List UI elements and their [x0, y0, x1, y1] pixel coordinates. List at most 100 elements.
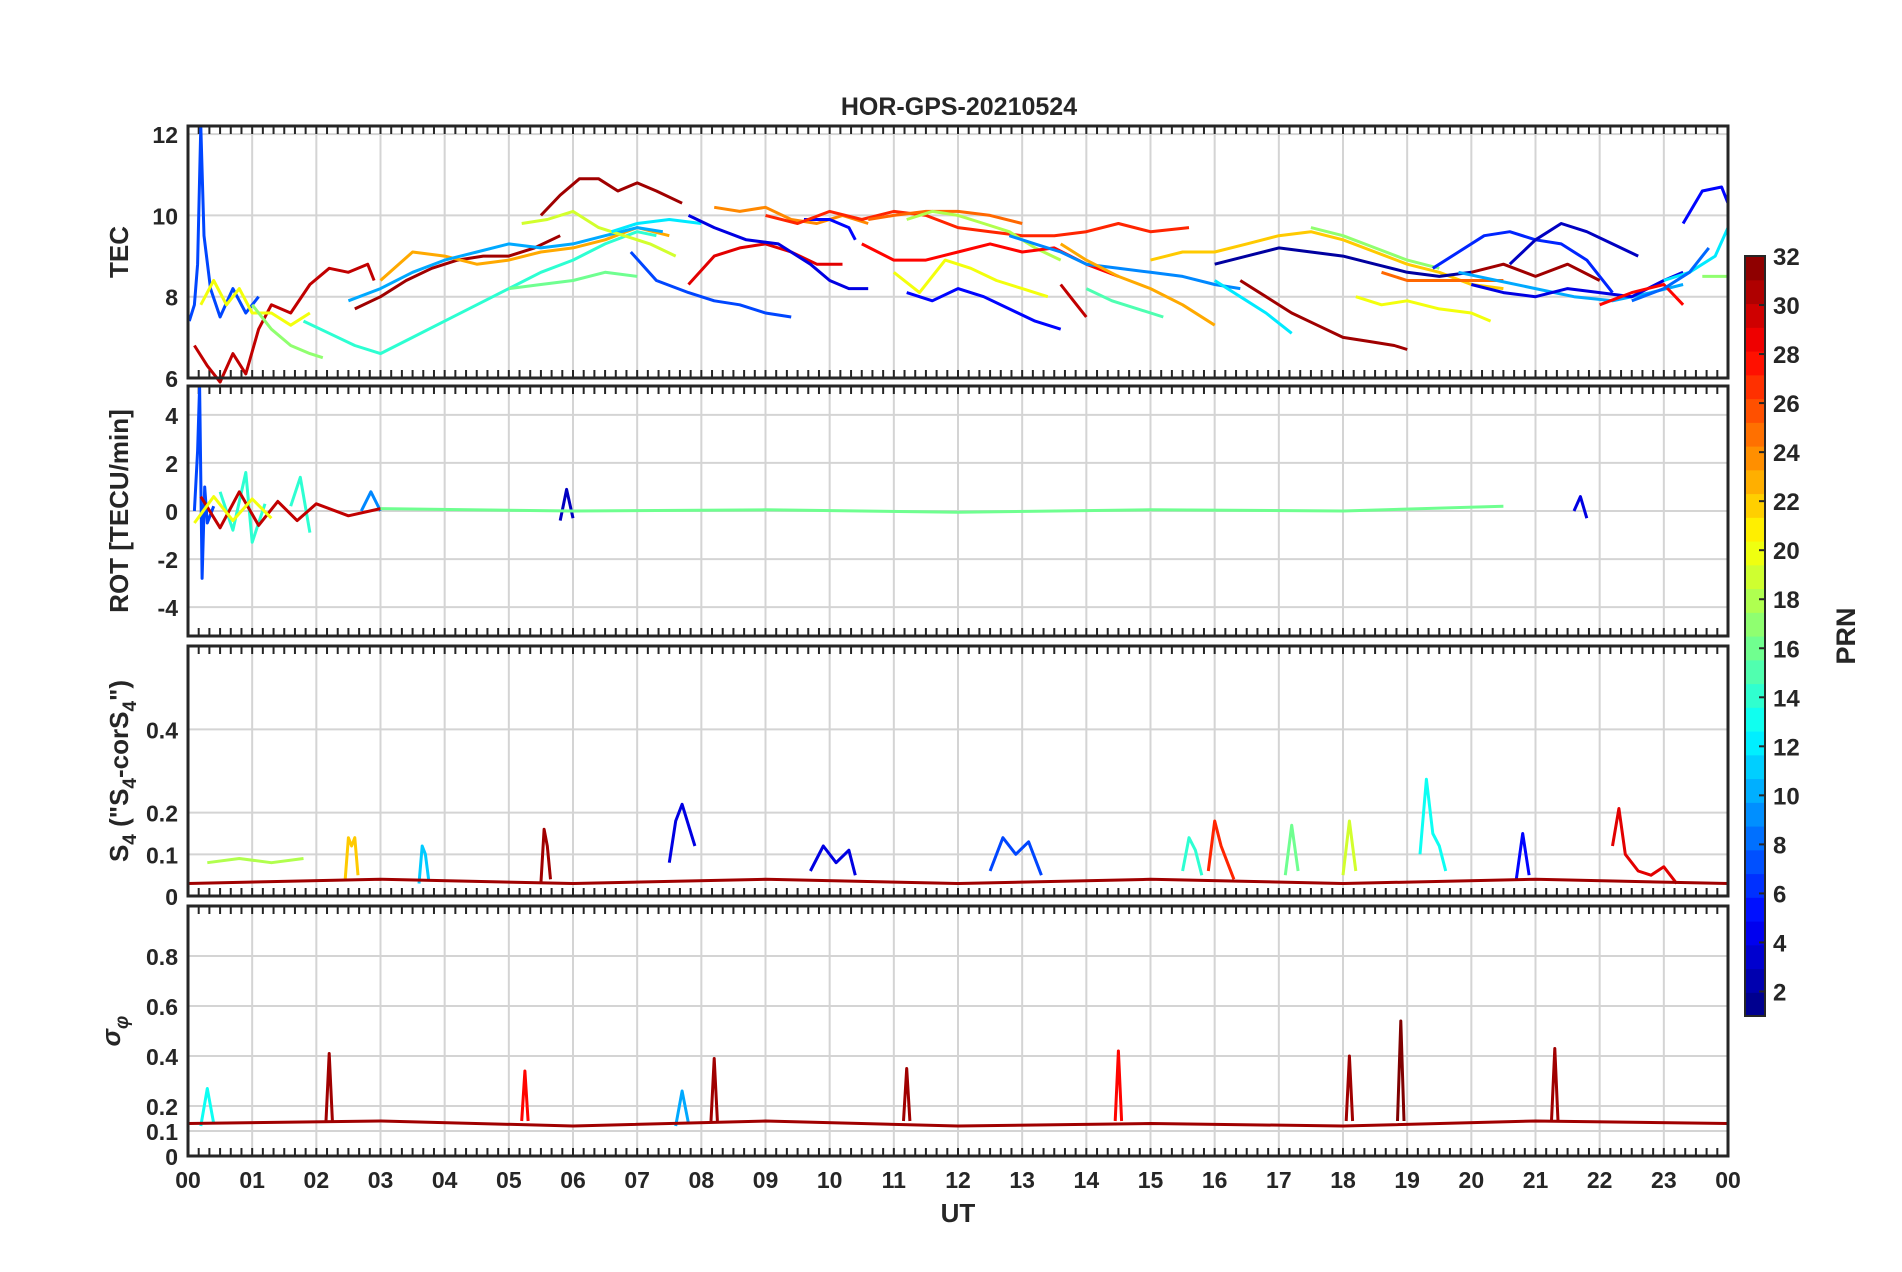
colorbar-tick-label: 28 — [1773, 342, 1800, 369]
y-tick-label: -2 — [158, 547, 178, 573]
series-line-prn-17 — [251, 303, 324, 360]
x-tick-label: 11 — [882, 1167, 907, 1193]
series-line-prn-28 — [520, 1069, 530, 1122]
series-group-rot — [192, 384, 1589, 580]
series-line-prn-23 — [1059, 242, 1216, 327]
x-tick-label: 20 — [1459, 1167, 1485, 1193]
y-axis-label-part: 4 — [120, 778, 141, 789]
y-tick-label: -4 — [158, 595, 179, 621]
series-line-prn-31 — [709, 1057, 719, 1122]
x-tick-label: 04 — [432, 1167, 458, 1193]
series-line-prn-31 — [1470, 262, 1601, 282]
y-axis-label-part: φ — [112, 1016, 133, 1029]
series-line-prn-31 — [1344, 1054, 1355, 1122]
colorbar-tick-label: 6 — [1773, 881, 1786, 908]
colorbar-segment — [1745, 636, 1765, 661]
x-tick-label: 03 — [368, 1167, 394, 1193]
series-line-prn-25 — [1381, 270, 1504, 282]
series-line-prn-16 — [380, 504, 1504, 514]
colorbar-segment — [1745, 659, 1765, 685]
series-line-prn-4 — [809, 844, 857, 876]
series-line-prn-14 — [302, 230, 657, 356]
x-tick-label: 22 — [1587, 1167, 1613, 1193]
x-tick-label: 07 — [624, 1167, 650, 1193]
colorbar-segment — [1745, 517, 1765, 542]
series-line-prn-11 — [417, 844, 431, 884]
colorbar-segment — [1745, 351, 1765, 376]
series-line-prn-7 — [629, 250, 792, 319]
colorbar-segment — [1745, 612, 1765, 637]
series-line-prn-29 — [1611, 807, 1678, 885]
series-line-prn-7 — [187, 124, 260, 322]
colorbar-segment — [1745, 256, 1765, 281]
y-tick-label: 12 — [152, 122, 178, 148]
series-line-prn-22 — [343, 836, 360, 880]
series-line-prn-7 — [988, 836, 1043, 876]
series-line-prn-31 — [187, 1119, 1729, 1128]
series-line-prn-2 — [1214, 246, 1472, 278]
series-line-prn-20 — [193, 495, 273, 524]
series-line-prn-13 — [1418, 777, 1448, 872]
series-group-tec — [187, 124, 1730, 384]
series-line-prn-28 — [1599, 283, 1685, 307]
series-line-prn-12 — [611, 218, 702, 234]
series-line-prn-19 — [521, 209, 677, 258]
series-line-prn-5 — [1681, 185, 1730, 225]
y-tick-label: 0.4 — [146, 717, 178, 743]
y-tick-label: 0.1 — [146, 1119, 178, 1145]
y-axis-label: S4 ("S4-corS4") — [104, 680, 141, 862]
panel-frame — [186, 124, 1730, 380]
series-line-prn-3 — [1508, 222, 1639, 266]
colorbar-segment — [1745, 469, 1765, 495]
colorbar-segment — [1745, 446, 1765, 471]
colorbar-tick-label: 16 — [1773, 636, 1800, 663]
series-line-prn-31 — [1239, 279, 1408, 351]
x-tick-label: 19 — [1394, 1167, 1420, 1193]
x-axis: 00 01 02 03 04 05 06 07 08 09 10 11 12 13 14 15 16 17 18 19… — [175, 1167, 1741, 1228]
colorbar-segment — [1745, 826, 1765, 851]
x-tick-label: 00 — [1715, 1167, 1741, 1193]
y-axis-label-part: σ — [96, 1027, 126, 1046]
y-tick-label: 0.8 — [146, 944, 178, 970]
x-tick-label: 10 — [817, 1167, 843, 1193]
colorbar-segment — [1745, 493, 1765, 518]
colorbar-segment — [1745, 327, 1765, 352]
series-line-prn-4 — [1572, 495, 1589, 519]
y-axis-label-part: ") — [104, 680, 134, 701]
series-line-prn-31 — [187, 877, 1729, 885]
x-tick-label: 09 — [753, 1167, 779, 1193]
series-line-prn-7 — [192, 384, 216, 580]
x-tick-label: 01 — [239, 1167, 265, 1193]
panel-sigma: 00.10.2 0.4 0.6 0.8 σφ — [96, 904, 1730, 1170]
series-line-prn-17 — [1310, 226, 1440, 270]
series-line-prn-10 — [674, 1089, 690, 1127]
series-line-prn-28 — [1113, 1049, 1124, 1122]
series-line-prn-27 — [765, 209, 1190, 238]
y-tick-label: 4 — [165, 403, 178, 429]
series-line-prn-9 — [359, 490, 382, 512]
series-line-prn-9 — [1008, 234, 1241, 291]
colorbar-tick-label: 8 — [1773, 832, 1786, 859]
colorbar-segment — [1745, 731, 1765, 756]
series-line-prn-5 — [804, 218, 857, 241]
colorbar-segment — [1745, 422, 1765, 447]
colorbar-segment — [1745, 303, 1765, 328]
y-tick-label: 0 — [165, 884, 178, 910]
series-line-prn-4 — [667, 802, 697, 863]
y-tick-label: 0.2 — [146, 1094, 178, 1120]
y-tick-label: 0 — [165, 1144, 178, 1170]
x-tick-label: 13 — [1009, 1167, 1035, 1193]
colorbar-tick-label: 22 — [1773, 489, 1800, 516]
series-line-prn-31 — [1550, 1047, 1560, 1122]
colorbar-segment — [1745, 588, 1765, 613]
series-line-prn-12 — [1663, 226, 1730, 282]
x-tick-label: 16 — [1202, 1167, 1228, 1193]
colorbar-tick-label: 2 — [1773, 979, 1786, 1006]
series-line-prn-27 — [1206, 819, 1236, 880]
y-tick-label: 2 — [165, 451, 178, 477]
colorbar-segment — [1745, 921, 1765, 946]
panel-frame — [186, 644, 1730, 898]
colorbar-frame — [1744, 255, 1766, 1017]
y-axis-label: σφ — [96, 1016, 133, 1047]
